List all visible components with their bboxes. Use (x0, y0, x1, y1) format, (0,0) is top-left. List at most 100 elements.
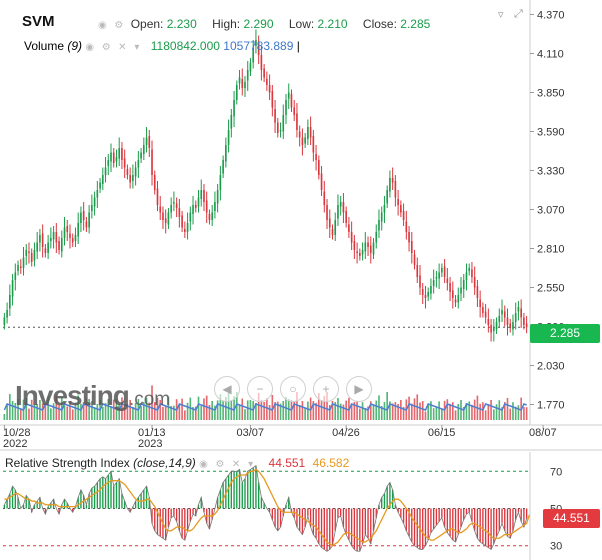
price-tick-label: 2.030 (537, 361, 565, 373)
price-tick-label: 3.850 (537, 88, 565, 100)
volume-bar (214, 405, 216, 420)
candle-body (101, 175, 104, 184)
close-icon[interactable]: ✕ (118, 42, 127, 53)
gear-icon[interactable]: ⚙ (114, 20, 124, 31)
candle-body (380, 212, 383, 222)
candle-body (19, 266, 22, 268)
volume-bar (514, 406, 517, 420)
maximize-icon[interactable]: ⤢ (514, 8, 523, 20)
candle-body (55, 232, 58, 243)
scroll-left-icon[interactable]: ◀ (214, 376, 240, 402)
candle-body (367, 242, 369, 247)
candle-body (389, 178, 391, 192)
candle-body (512, 322, 514, 330)
volume-bar (69, 401, 71, 420)
price-tick-label: 1.770 (537, 400, 565, 412)
volume-bar (263, 402, 265, 420)
volume-bar (342, 404, 345, 420)
volume-bar (110, 406, 112, 420)
candle-body (197, 197, 200, 207)
volume-bar (449, 403, 451, 420)
last-price-tag: 2.285 (530, 324, 600, 343)
eye-icon[interactable]: ◉ (98, 20, 107, 31)
candle-body (484, 311, 487, 318)
volume-bar (132, 407, 134, 420)
volume-bar (441, 408, 443, 420)
candle-body (296, 113, 298, 130)
volume-bar (307, 401, 309, 420)
volume-bar (107, 399, 110, 420)
volume-bar (134, 403, 137, 420)
candle-body (126, 169, 129, 175)
rsi-tick-label: 70 (550, 466, 562, 478)
candle-body (282, 115, 285, 132)
candle-body (424, 295, 427, 298)
high-label: High: (212, 17, 241, 31)
candle-body (41, 233, 44, 247)
volume-bar (298, 405, 301, 420)
candle-body (509, 323, 512, 328)
zoom-out-icon[interactable]: − (247, 376, 273, 402)
volume-bar (200, 406, 203, 420)
volume-bar (430, 401, 432, 420)
volume-bar (350, 403, 353, 420)
volume-bar (345, 400, 347, 420)
price-tick-label: 4.370 (537, 10, 565, 22)
gear-icon[interactable]: ⚙ (215, 459, 225, 470)
chevron-down-icon[interactable]: ▾ (134, 42, 140, 53)
volume-bar (462, 407, 465, 420)
candle-body (252, 47, 255, 63)
volume-period: (9) (67, 39, 83, 53)
candle-body (438, 272, 440, 279)
candle-body (298, 131, 301, 138)
rsi-axis: 705030 (529, 452, 562, 560)
eye-icon[interactable]: ◉ (85, 42, 95, 53)
chevron-down-icon[interactable]: ▾ (248, 459, 254, 470)
volume-legend: Volume (9) ◉ ⚙ ✕ ▾ 1180842.000 1057783.8… (24, 39, 300, 53)
candle-body (337, 205, 339, 219)
volume-bar (353, 402, 356, 420)
zoom-reset-icon[interactable]: ○ (280, 376, 306, 402)
volume-bar (372, 404, 375, 420)
candle-body (471, 269, 473, 277)
scroll-right-icon[interactable]: ▶ (346, 376, 372, 402)
gear-icon[interactable]: ⚙ (101, 42, 111, 53)
price-tick-label: 3.330 (537, 166, 565, 178)
volume-bar (126, 404, 129, 420)
volume-bar (361, 402, 364, 420)
volume-bar (359, 408, 361, 420)
candle-body (17, 265, 19, 271)
close-icon[interactable]: ✕ (231, 459, 241, 470)
volume-bar (71, 409, 74, 420)
candle-body (189, 212, 192, 222)
candle-body (375, 232, 378, 243)
volume-bar (337, 398, 339, 420)
candle-body (60, 238, 63, 252)
eye-icon[interactable]: ◉ (199, 459, 208, 470)
candle-body (432, 280, 435, 286)
volume-bar (25, 398, 28, 420)
candle-body (230, 115, 233, 129)
volume-bar (153, 402, 156, 420)
volume-bar (6, 404, 8, 420)
chevron-down-icon[interactable]: ▿ (498, 9, 504, 21)
candle-body (441, 268, 443, 273)
volume-bar (367, 406, 369, 420)
candle-body (372, 242, 375, 255)
candle-body (501, 310, 503, 315)
candle-body (186, 223, 189, 232)
candle-body (402, 211, 405, 220)
chart-header: SVM ◉ ⚙ Open: 2.230 High: 2.290 Low: 2.2… (0, 0, 530, 40)
zoom-in-icon[interactable]: + (313, 376, 339, 402)
volume-bar (203, 398, 205, 420)
candle-body (241, 79, 244, 88)
low-value: 2.210 (317, 17, 348, 31)
volume-bar (230, 400, 233, 420)
candle-body (446, 278, 449, 283)
candle-body (118, 148, 121, 159)
candle-body (235, 85, 238, 100)
volume-bar (241, 398, 244, 420)
candle-body (244, 82, 246, 88)
candle-body (465, 272, 468, 280)
